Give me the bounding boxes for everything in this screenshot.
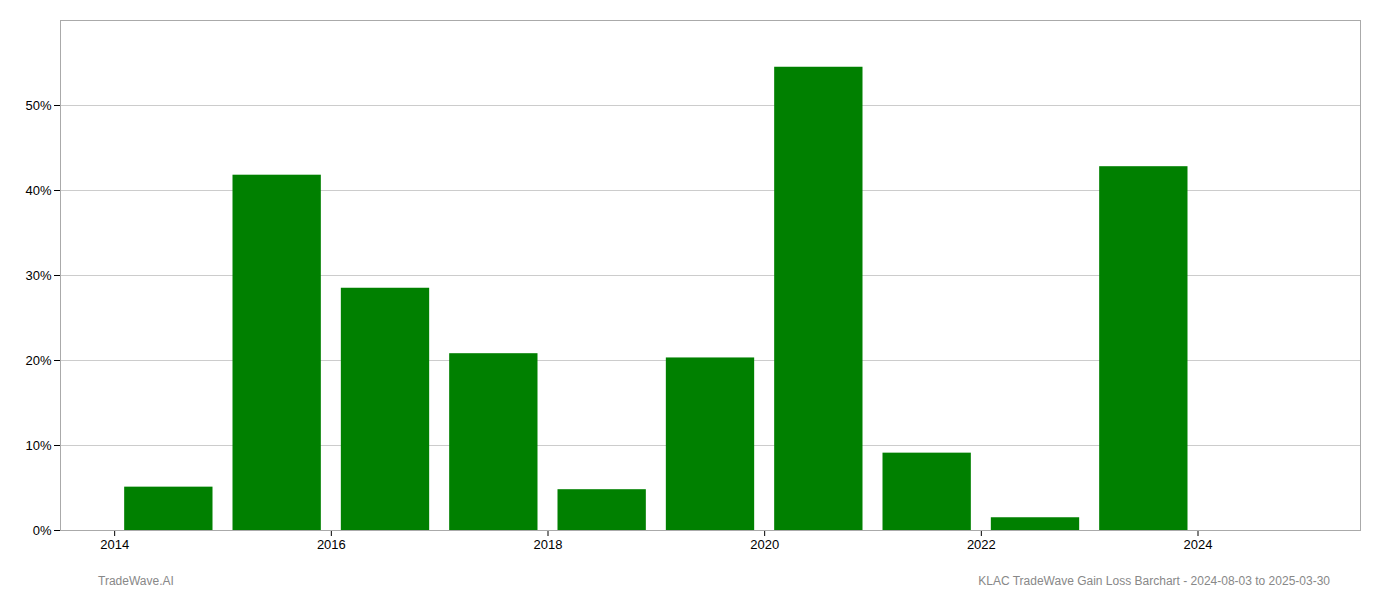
- svg-text:2022: 2022: [967, 537, 996, 552]
- svg-text:2016: 2016: [317, 537, 346, 552]
- svg-text:2024: 2024: [1184, 537, 1213, 552]
- svg-text:10%: 10%: [25, 438, 51, 453]
- svg-text:2020: 2020: [750, 537, 779, 552]
- svg-text:0%: 0%: [33, 523, 52, 538]
- svg-text:2014: 2014: [100, 537, 129, 552]
- svg-text:2018: 2018: [534, 537, 563, 552]
- svg-text:40%: 40%: [25, 183, 51, 198]
- svg-text:50%: 50%: [25, 98, 51, 113]
- svg-text:20%: 20%: [25, 353, 51, 368]
- html-text:TradeWave.AI: TradeWave.AI: [98, 574, 174, 588]
- svg-text:30%: 30%: [25, 268, 51, 283]
- html-text:KLAC TradeWave Gain Loss Barch: KLAC TradeWave Gain Loss Barchart - 2024…: [978, 574, 1330, 588]
